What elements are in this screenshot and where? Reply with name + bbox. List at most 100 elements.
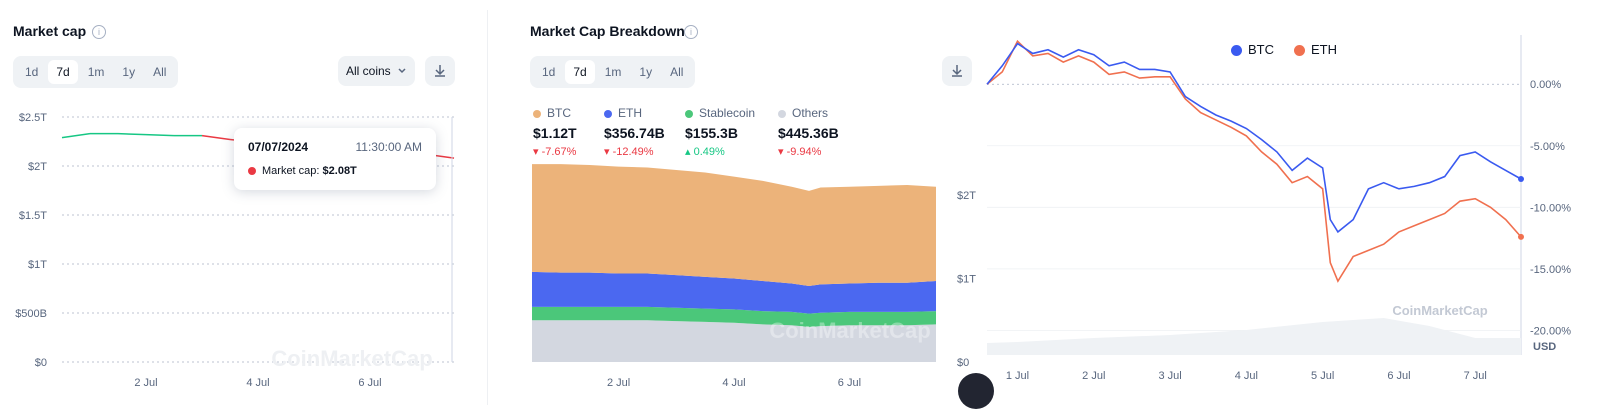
line-segment: [61, 132, 91, 139]
y-tick-label: $2.5T: [19, 112, 47, 124]
download-icon: [435, 65, 445, 77]
info-icon[interactable]: i: [92, 25, 106, 39]
range-all[interactable]: All: [670, 65, 684, 79]
download-icon: [952, 65, 962, 77]
comparison-panel: 0.00% -5.00% -10.00% -15.00% -20.00% 1 Jul 2 J…: [958, 0, 1600, 417]
line-segment: [145, 133, 175, 137]
range-7d[interactable]: 7d: [565, 60, 595, 84]
x-tick-label: 4 Jul: [1235, 370, 1258, 382]
breakdown-range-selector: 1d 7d 1m 1y All: [530, 56, 696, 88]
market-cap-panel: Market cap i 1d 7d 1m 1y All All coins $…: [0, 0, 480, 417]
tooltip-dot: [248, 167, 256, 176]
legend-dot: [533, 109, 541, 118]
legend-name: ETH: [1311, 42, 1337, 57]
legend-name: Stablecoin: [699, 106, 756, 120]
coins-dropdown-label: All coins: [346, 64, 391, 78]
y-tick-label: -5.00%: [1530, 141, 1565, 153]
y-tick-label: $2T: [957, 190, 976, 202]
tooltip-date: 07/07/2024: [248, 140, 309, 154]
legend-dot: [778, 109, 786, 118]
comparison-chart[interactable]: 0.00% -5.00% -10.00% -15.00% -20.00% 1 Jul 2 J…: [975, 0, 1600, 417]
range-1m[interactable]: 1m: [604, 65, 622, 79]
line-btc: [986, 42, 1522, 234]
line-eth: [986, 39, 1522, 283]
watermark: CoinMarketCap: [271, 346, 432, 371]
area-btc: [532, 164, 936, 287]
legend-stablecoin: Stablecoin $155.3B ▴ 0.49%: [685, 106, 755, 158]
market-cap-chart[interactable]: $2.5T $2T $1.5T $1T $500B $0 2 Jul 4 Jul 6 Jul Co…: [0, 0, 480, 417]
watermark: CoinMarketCap: [769, 318, 930, 343]
range-1d[interactable]: 1d: [25, 65, 39, 79]
x-tick-label: 2 Jul: [134, 377, 157, 389]
y-tick-label: $2T: [28, 161, 47, 173]
tooltip-value: $2.08T: [322, 165, 357, 177]
chevron-down-icon: [398, 68, 406, 74]
y-tick-label: $1.5T: [19, 210, 47, 222]
breakdown-chart[interactable]: $2T $1T $0 2 Jul 4 Jul 6 Jul CoinMarketCap: [510, 0, 980, 417]
legend-dot: [685, 109, 693, 118]
y-tick-label: $500B: [15, 308, 47, 320]
volume-area: [987, 318, 1521, 355]
legend-eth: ETH: [1294, 42, 1337, 57]
legend-name: BTC: [1248, 42, 1274, 57]
unit-label: USD: [1533, 341, 1557, 353]
legend-name: ETH: [618, 106, 642, 120]
legend-value: $155.3B: [685, 125, 738, 141]
btc-endpoint: [1518, 176, 1524, 182]
tooltip-label: Market cap:: [262, 165, 320, 177]
legend-dot: [1231, 45, 1242, 57]
download-button[interactable]: [425, 56, 455, 86]
y-tick-label: -10.00%: [1530, 202, 1571, 214]
legend-others: Others $445.36B ▾ -9.94%: [778, 106, 839, 158]
y-tick-label: $0: [35, 357, 47, 369]
range-1y[interactable]: 1y: [122, 65, 136, 79]
x-tick-label: 6 Jul: [358, 377, 381, 389]
legend-value: $1.12T: [533, 125, 577, 141]
legend-value: $356.74B: [604, 125, 665, 141]
legend-change: ▾ -12.49%: [604, 146, 654, 158]
divider: [487, 10, 488, 405]
download-button[interactable]: [942, 56, 972, 86]
range-1d[interactable]: 1d: [542, 65, 556, 79]
market-cap-range-selector: 1d 7d 1m 1y All: [13, 56, 179, 88]
info-icon[interactable]: i: [684, 25, 698, 39]
y-tick-label: -20.00%: [1530, 325, 1571, 337]
coins-dropdown[interactable]: All coins: [338, 56, 415, 86]
x-tick-label: 2 Jul: [607, 377, 630, 389]
x-tick-label: 6 Jul: [1387, 370, 1410, 382]
legend-name: Others: [792, 106, 829, 120]
range-1m[interactable]: 1m: [87, 65, 105, 79]
x-tick-label: 4 Jul: [246, 377, 269, 389]
x-tick-label: 2 Jul: [1082, 370, 1105, 382]
legend-btc: BTC $1.12T ▾ -7.67%: [533, 106, 577, 158]
y-tick-label: -15.00%: [1530, 264, 1571, 276]
area-others: [532, 320, 936, 362]
breakdown-title: Market Cap Breakdown: [530, 23, 685, 39]
line-segment: [117, 132, 147, 136]
legend-value: $445.36B: [778, 125, 839, 141]
legend-change: ▾ -9.94%: [778, 146, 822, 158]
tooltip-time: 11:30:00 AM: [355, 140, 423, 154]
x-tick-label: 3 Jul: [1158, 370, 1181, 382]
legend-dot: [1294, 45, 1305, 57]
legend-btc: BTC: [1231, 42, 1274, 57]
legend-change: ▴ 0.49%: [685, 146, 725, 158]
x-tick-label: 5 Jul: [1311, 370, 1334, 382]
legend-name: BTC: [547, 106, 571, 120]
watermark: CoinMarketCap: [1392, 303, 1487, 318]
x-tick-label: 6 Jul: [838, 377, 861, 389]
area-stablecoin: [532, 306, 936, 327]
chat-bubble-icon[interactable]: [958, 373, 994, 409]
range-all[interactable]: All: [153, 65, 167, 79]
y-tick-label: $0: [957, 357, 969, 369]
range-1y[interactable]: 1y: [639, 65, 653, 79]
area-eth: [532, 271, 936, 314]
y-tick-label: 0.00%: [1530, 79, 1561, 91]
line-segment: [201, 134, 231, 141]
x-tick-label: 1 Jul: [1006, 370, 1029, 382]
legend-eth: ETH $356.74B ▾ -12.49%: [604, 106, 665, 158]
breakdown-panel: Market Cap Breakdown i 1d 7d 1m 1y All B…: [510, 0, 980, 417]
range-7d[interactable]: 7d: [48, 60, 78, 84]
x-tick-label: 4 Jul: [722, 377, 745, 389]
chart-tooltip: 07/07/2024 11:30:00 AM Market cap: $2.08…: [234, 128, 436, 190]
